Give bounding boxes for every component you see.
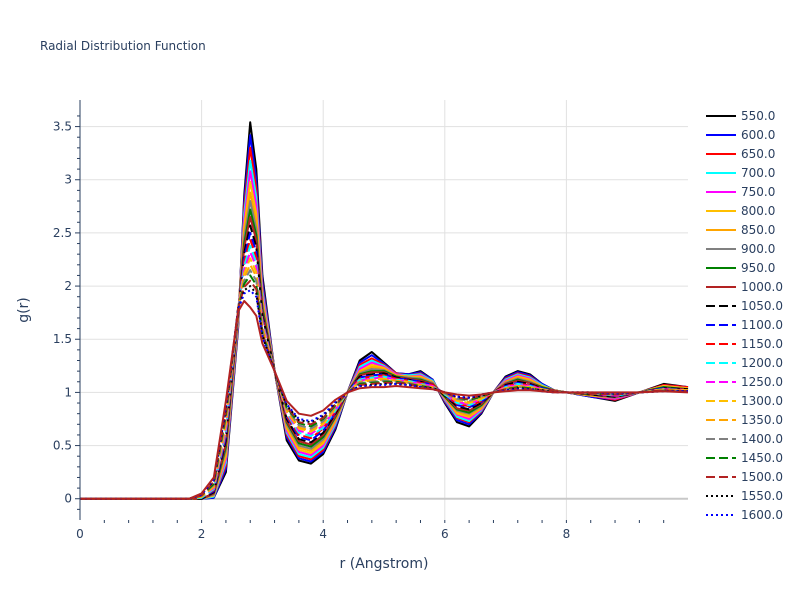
legend-item[interactable]: 950.0 bbox=[706, 261, 775, 275]
legend-label: 1450.0 bbox=[741, 451, 783, 465]
series-line[interactable] bbox=[80, 191, 689, 500]
y-tick-label: 2.5 bbox=[53, 226, 72, 240]
legend-item[interactable]: 750.0 bbox=[706, 185, 775, 199]
series-line[interactable] bbox=[80, 170, 689, 500]
y-tick-label: 3.5 bbox=[53, 120, 72, 134]
legend-label: 650.0 bbox=[741, 147, 775, 161]
x-tick-label: 0 bbox=[76, 527, 84, 541]
legend-label: 1300.0 bbox=[741, 394, 783, 408]
legend[interactable]: 550.0 600.0 650.0 700.0 750.0 800.0 850.0 900.0… bbox=[706, 109, 783, 522]
legend-item[interactable]: 1400.0 bbox=[706, 432, 783, 446]
legend-label: 550.0 bbox=[741, 109, 775, 123]
series-line[interactable] bbox=[80, 134, 689, 500]
legend-item[interactable]: 1150.0 bbox=[706, 337, 783, 351]
y-tick-label: 3 bbox=[64, 173, 72, 187]
legend-label: 950.0 bbox=[741, 261, 775, 275]
legend-label: 1100.0 bbox=[741, 318, 783, 332]
legend-label: 1500.0 bbox=[741, 470, 783, 484]
x-tick-label: 2 bbox=[198, 527, 206, 541]
legend-item[interactable]: 900.0 bbox=[706, 242, 775, 256]
legend-label: 900.0 bbox=[741, 242, 775, 256]
legend-item[interactable]: 1250.0 bbox=[706, 375, 783, 389]
legend-item[interactable]: 700.0 bbox=[706, 166, 775, 180]
legend-item[interactable]: 1350.0 bbox=[706, 413, 783, 427]
y-tick-label: 0 bbox=[64, 492, 72, 506]
x-tick-label: 4 bbox=[319, 527, 327, 541]
legend-item[interactable]: 1050.0 bbox=[706, 299, 783, 313]
legend-item[interactable]: 1200.0 bbox=[706, 356, 783, 370]
series-line[interactable] bbox=[80, 257, 689, 500]
chart-title: Radial Distribution Function bbox=[40, 39, 206, 53]
series-line[interactable] bbox=[80, 121, 689, 500]
legend-item[interactable]: 1550.0 bbox=[706, 489, 783, 503]
legend-label: 1150.0 bbox=[741, 337, 783, 351]
plot-area[interactable] bbox=[80, 121, 689, 500]
y-tick-label: 1.5 bbox=[53, 332, 72, 346]
legend-label: 1350.0 bbox=[741, 413, 783, 427]
legend-item[interactable]: 600.0 bbox=[706, 128, 775, 142]
legend-item[interactable]: 800.0 bbox=[706, 204, 775, 218]
series-line[interactable] bbox=[80, 269, 689, 500]
series-line[interactable] bbox=[80, 216, 689, 500]
legend-label: 1600.0 bbox=[741, 508, 783, 522]
legend-label: 1250.0 bbox=[741, 375, 783, 389]
series-line[interactable] bbox=[80, 159, 689, 500]
legend-item[interactable]: 1100.0 bbox=[706, 318, 783, 332]
legend-label: 700.0 bbox=[741, 166, 775, 180]
legend-label: 850.0 bbox=[741, 223, 775, 237]
legend-item[interactable]: 1500.0 bbox=[706, 470, 783, 484]
legend-item[interactable]: 850.0 bbox=[706, 223, 775, 237]
series-line[interactable] bbox=[80, 208, 689, 500]
legend-item[interactable]: 550.0 bbox=[706, 109, 775, 123]
legend-label: 1400.0 bbox=[741, 432, 783, 446]
x-tick-label: 6 bbox=[441, 527, 449, 541]
legend-label: 1050.0 bbox=[741, 299, 783, 313]
y-tick-label: 1 bbox=[64, 385, 72, 399]
legend-label: 1000.0 bbox=[741, 280, 783, 294]
grid-lines bbox=[80, 100, 688, 520]
legend-label: 600.0 bbox=[741, 128, 775, 142]
series-line[interactable] bbox=[80, 300, 689, 500]
legend-item[interactable]: 1450.0 bbox=[706, 451, 783, 465]
x-axis-label: r (Angstrom) bbox=[340, 556, 429, 572]
legend-label: 750.0 bbox=[741, 185, 775, 199]
legend-label: 1200.0 bbox=[741, 356, 783, 370]
legend-item[interactable]: 1000.0 bbox=[706, 280, 783, 294]
axes: 0 2 4 6 8 0 0.5 1 1.5 2 2.5 3 3.5 bbox=[53, 100, 665, 541]
y-axis-label: g(r) bbox=[16, 297, 32, 323]
legend-item[interactable]: 1600.0 bbox=[706, 508, 783, 522]
y-tick-label: 0.5 bbox=[53, 439, 72, 453]
series-line[interactable] bbox=[80, 200, 689, 500]
x-tick-label: 8 bbox=[563, 527, 571, 541]
legend-label: 800.0 bbox=[741, 204, 775, 218]
legend-item[interactable]: 650.0 bbox=[706, 147, 775, 161]
legend-label: 1550.0 bbox=[741, 489, 783, 503]
y-tick-label: 2 bbox=[64, 279, 72, 293]
legend-item[interactable]: 1300.0 bbox=[706, 394, 783, 408]
series-line[interactable] bbox=[80, 180, 689, 500]
series-line[interactable] bbox=[80, 279, 689, 500]
